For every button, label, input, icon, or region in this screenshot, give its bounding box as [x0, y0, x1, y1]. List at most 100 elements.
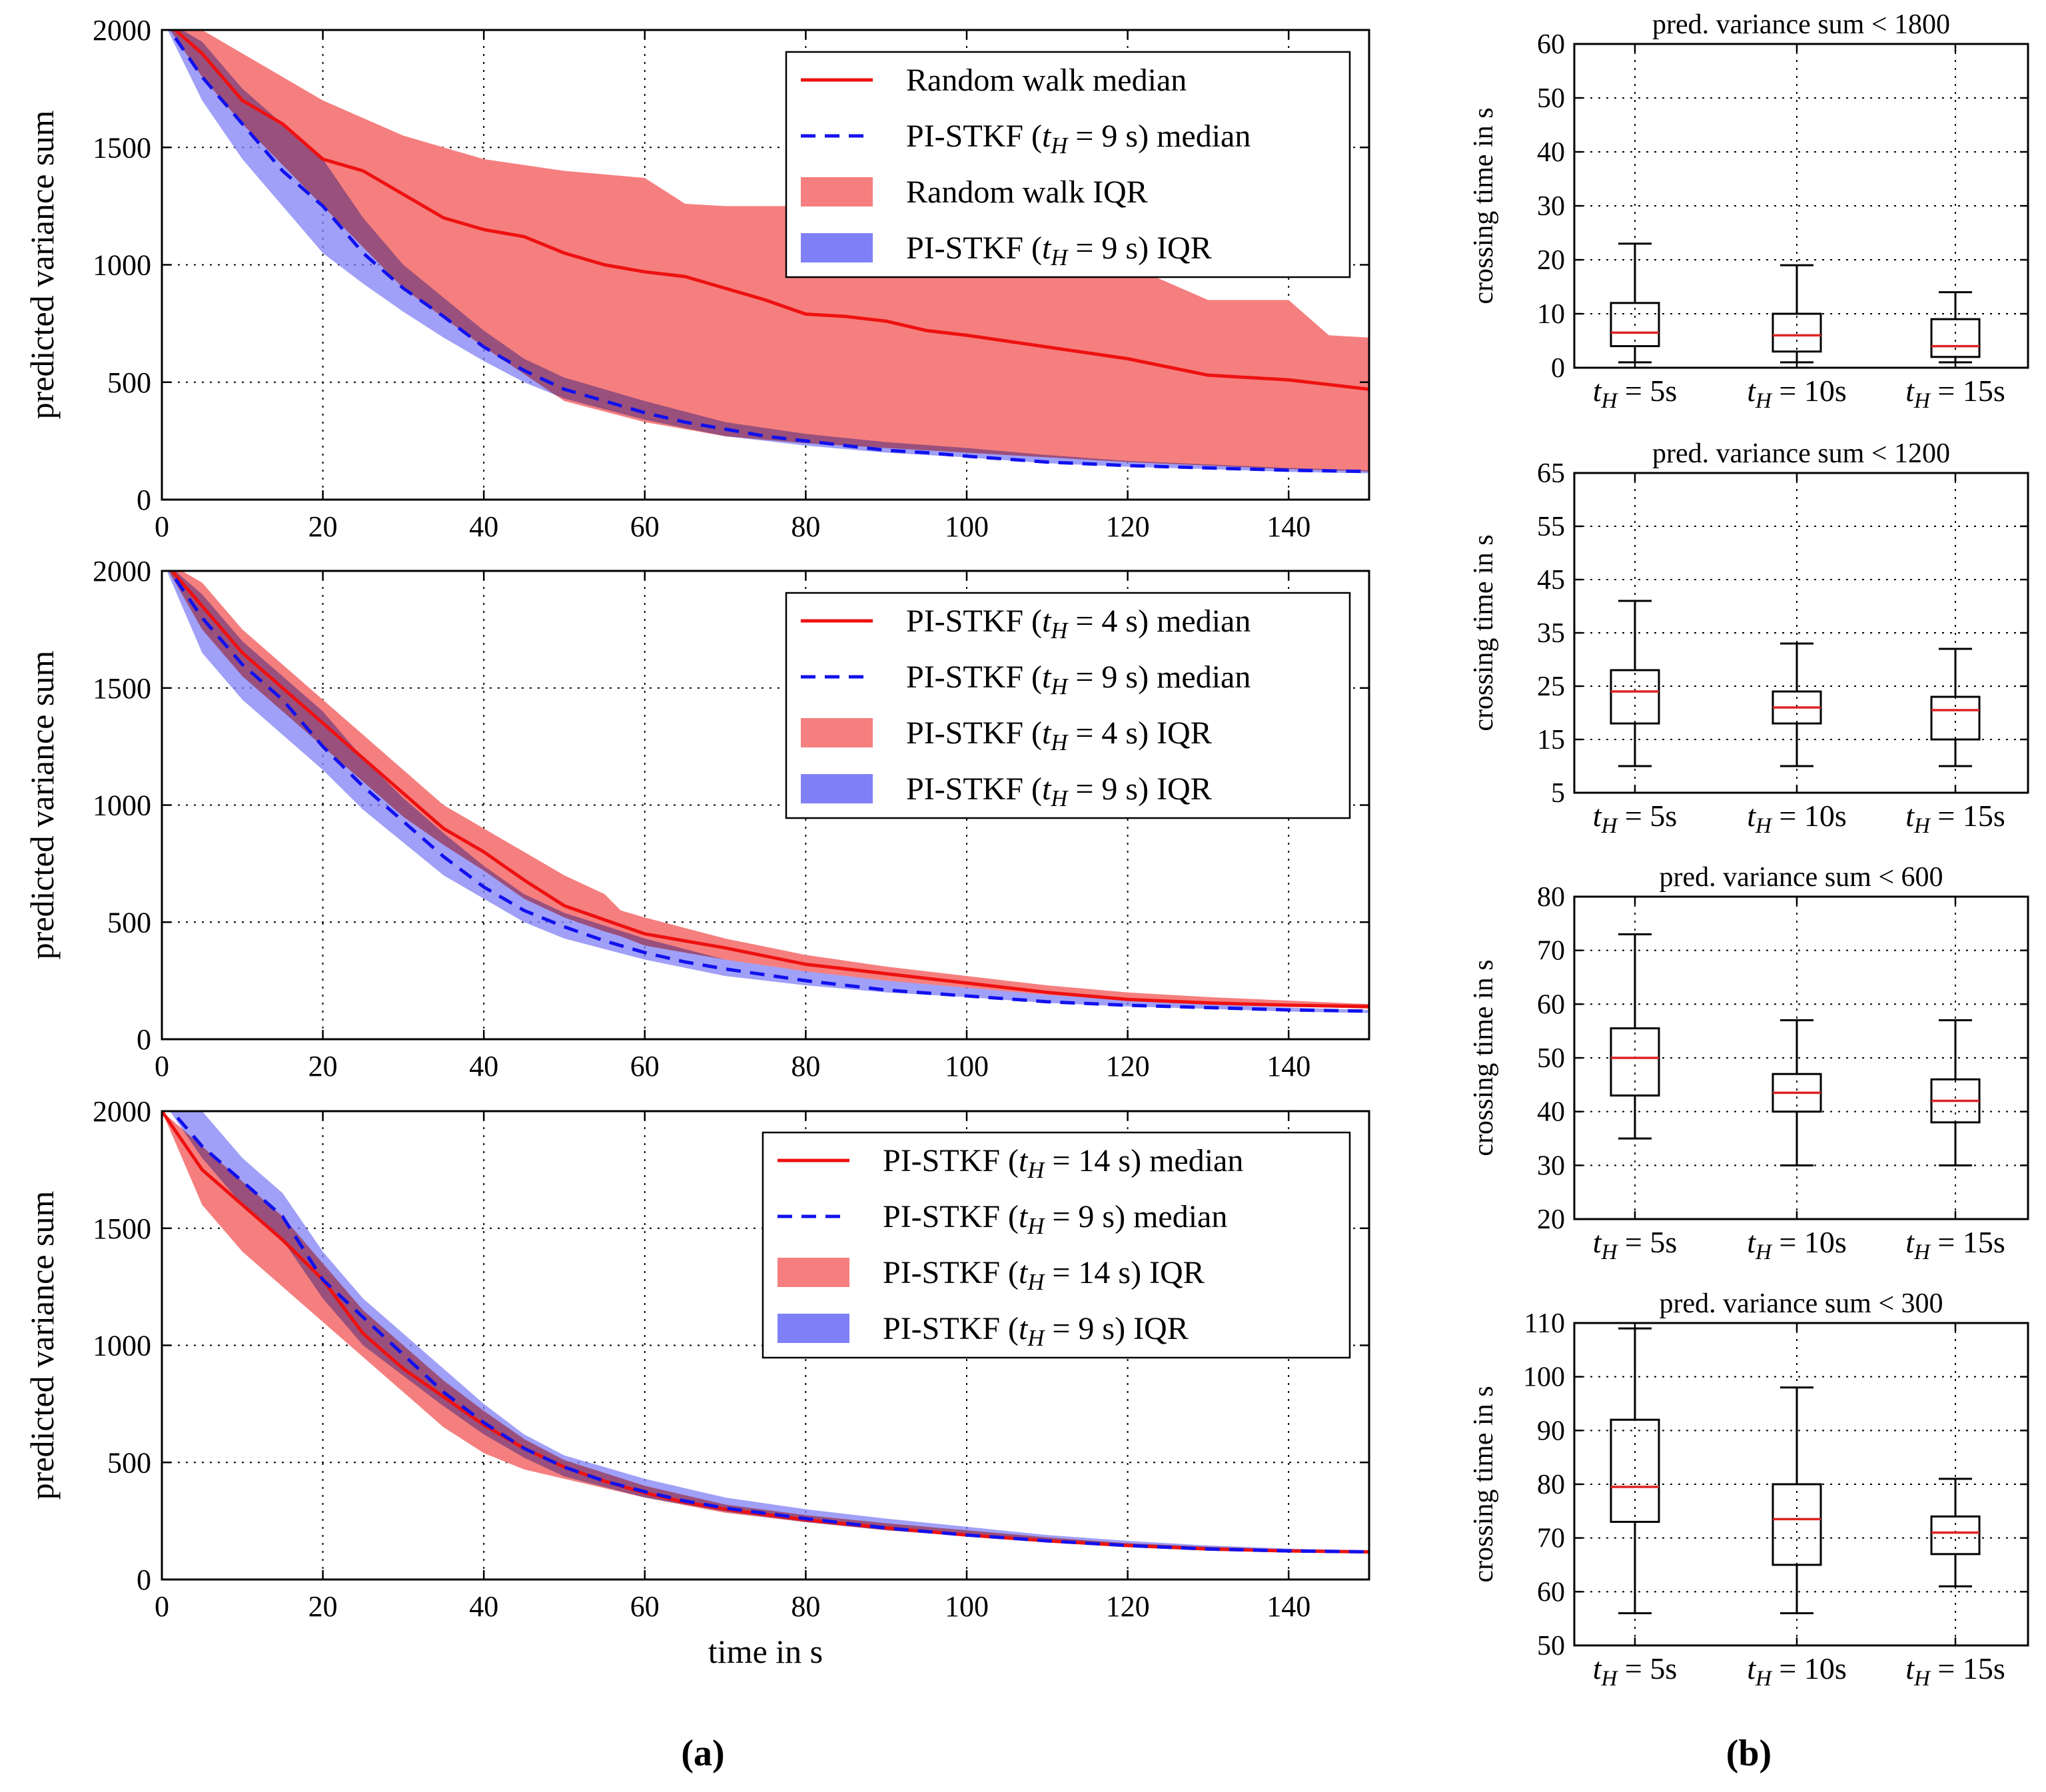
- x-tick-label: 80: [791, 1590, 820, 1623]
- legend-swatch-blue-fill: [801, 774, 873, 803]
- legend-label: PI-STKF (tH = 4 s) median: [906, 604, 1251, 644]
- y-tick-label: 35: [1537, 618, 1565, 649]
- panel-b-label: (b): [1726, 1733, 1772, 1774]
- median-line-blue: [169, 1111, 1369, 1554]
- box-iqr: [1930, 1515, 1981, 1556]
- x-tick-label: 0: [155, 1590, 169, 1623]
- box-iqr: [1610, 1418, 1660, 1523]
- box-iqr: [1930, 695, 1981, 741]
- y-tick-label: 80: [1537, 882, 1565, 913]
- legend-swatch-red-fill: [801, 177, 873, 207]
- legend: Random walk median PI-STKF (tH = 9 s) med…: [785, 51, 1351, 278]
- y-tick-label: 2000: [93, 555, 151, 588]
- box-3: [1930, 1478, 1981, 1587]
- legend-label: PI-STKF (tH = 9 s) median: [883, 1199, 1227, 1239]
- legend: PI-STKF (tH = 14 s) median PI-STKF (tH = …: [762, 1131, 1351, 1359]
- legend-label: PI-STKF (tH = 9 s) median: [906, 119, 1251, 159]
- y-tick-label: 15: [1537, 725, 1565, 755]
- y-tick-label: 90: [1537, 1416, 1565, 1446]
- y-tick-label: 2000: [93, 1095, 151, 1128]
- y-axis-label: crossing time in s: [1468, 534, 1499, 731]
- category-label: tH = 10s: [1747, 1225, 1847, 1264]
- x-tick-label: 140: [1267, 1050, 1310, 1083]
- x-tick-label: 120: [1106, 510, 1150, 543]
- y-tick-label: 50: [1537, 1043, 1565, 1074]
- y-tick-label: 110: [1524, 1308, 1565, 1339]
- y-tick-label: 500: [107, 1446, 151, 1479]
- category-label: tH = 15s: [1905, 1225, 2005, 1264]
- box-2: [1772, 642, 1822, 767]
- category-label: tH = 15s: [1905, 799, 2005, 838]
- y-tick-label: 30: [1537, 191, 1565, 222]
- y-axis-label: predicted variance sum: [23, 1191, 61, 1500]
- x-axis-label: time in s: [708, 1633, 823, 1670]
- line-chart-a3: 0 20 40 60 80 100 120 140 0 500 1000 1500 2000 predic…: [23, 1095, 1370, 1670]
- x-tick-label: 20: [308, 1590, 338, 1623]
- y-tick-label: 0: [137, 1564, 151, 1596]
- x-tick-label: 100: [945, 1590, 989, 1623]
- box-plot-b3: 20 30 40 50 60 70 80 tH = 5s tH = 10s tH = 15s pre…: [1468, 862, 2029, 1264]
- line-chart-a2: 0 20 40 60 80 100 120 140 0 500 1000 1500 2000 predic…: [23, 555, 1370, 1083]
- median-line-blue: [168, 30, 1369, 474]
- y-tick-label: 0: [137, 484, 151, 516]
- y-tick-label: 70: [1537, 1524, 1565, 1554]
- y-tick-label: 1500: [93, 672, 151, 705]
- y-tick-label: 25: [1537, 672, 1565, 702]
- y-tick-label: 80: [1537, 1470, 1565, 1500]
- legend-box: [762, 1131, 1351, 1359]
- category-label: tH = 5s: [1593, 799, 1678, 838]
- box-plot-title: pred. variance sum < 1800: [1652, 9, 1950, 40]
- plot-area: [162, 1111, 1369, 1554]
- legend-label: PI-STKF (tH = 9 s) IQR: [906, 230, 1212, 270]
- x-tick-label: 20: [308, 510, 338, 543]
- y-tick-label: 60: [1537, 29, 1565, 60]
- box-plot-title: pred. variance sum < 600: [1659, 862, 1943, 893]
- y-tick-label: 500: [107, 906, 151, 939]
- box-plot-title: pred. variance sum < 300: [1659, 1288, 1943, 1319]
- box-2: [1772, 1019, 1822, 1166]
- box-1: [1610, 933, 1660, 1140]
- plot-area: [167, 30, 1369, 474]
- box-3: [1930, 291, 1981, 364]
- iqr-band-red: [170, 30, 1369, 472]
- y-tick-label: 60: [1537, 989, 1565, 1020]
- y-tick-label: 1000: [93, 249, 151, 282]
- y-tick-label: 500: [107, 366, 151, 399]
- legend-swatch-red-fill: [777, 1258, 849, 1287]
- box-3: [1930, 1019, 1981, 1166]
- y-tick-label: 10: [1537, 299, 1565, 330]
- x-tick-label: 120: [1106, 1050, 1150, 1083]
- box-iqr: [1610, 1027, 1660, 1097]
- x-tick-label: 20: [308, 1050, 338, 1083]
- box-iqr: [1610, 669, 1660, 725]
- legend-label: PI-STKF (tH = 4 s) IQR: [906, 715, 1212, 755]
- box-iqr: [1772, 1483, 1822, 1566]
- x-tick-label: 60: [630, 510, 660, 543]
- line-chart-a1: 0 20 40 60 80 100 120 140 0 500 1000 1500 2000 predic…: [23, 14, 1370, 543]
- box-1: [1610, 600, 1660, 767]
- legend: PI-STKF (tH = 4 s) median PI-STKF (tH = 9…: [785, 592, 1351, 819]
- x-tick-label: 120: [1106, 1590, 1150, 1623]
- y-axis-label: crossing time in s: [1468, 1386, 1499, 1582]
- x-tick-label: 0: [155, 510, 169, 543]
- box-iqr: [1930, 318, 1981, 358]
- y-tick-label: 40: [1537, 137, 1565, 168]
- box-plot-b2: 5 15 25 35 45 55 65 tH = 5s tH = 10s tH = 15s pred…: [1468, 438, 2029, 838]
- legend-box: [785, 51, 1351, 278]
- legend-label: Random walk median: [906, 63, 1187, 98]
- y-tick-label: 30: [1537, 1150, 1565, 1181]
- category-label: tH = 10s: [1747, 374, 1847, 413]
- x-tick-label: 80: [791, 510, 820, 543]
- x-tick-label: 60: [630, 1590, 660, 1623]
- y-tick-label: 20: [1537, 245, 1565, 276]
- y-tick-label: 50: [1537, 1631, 1565, 1661]
- y-tick-label: 100: [1523, 1362, 1565, 1393]
- box-1: [1610, 242, 1660, 364]
- box-iqr: [1772, 312, 1822, 353]
- category-label: tH = 5s: [1593, 1651, 1678, 1691]
- x-tick-label: 140: [1267, 1590, 1310, 1623]
- category-label: tH = 10s: [1747, 799, 1847, 838]
- y-tick-label: 20: [1537, 1204, 1565, 1235]
- legend-label: PI-STKF (tH = 9 s) IQR: [906, 771, 1212, 811]
- legend-label: PI-STKF (tH = 9 s) IQR: [883, 1311, 1189, 1351]
